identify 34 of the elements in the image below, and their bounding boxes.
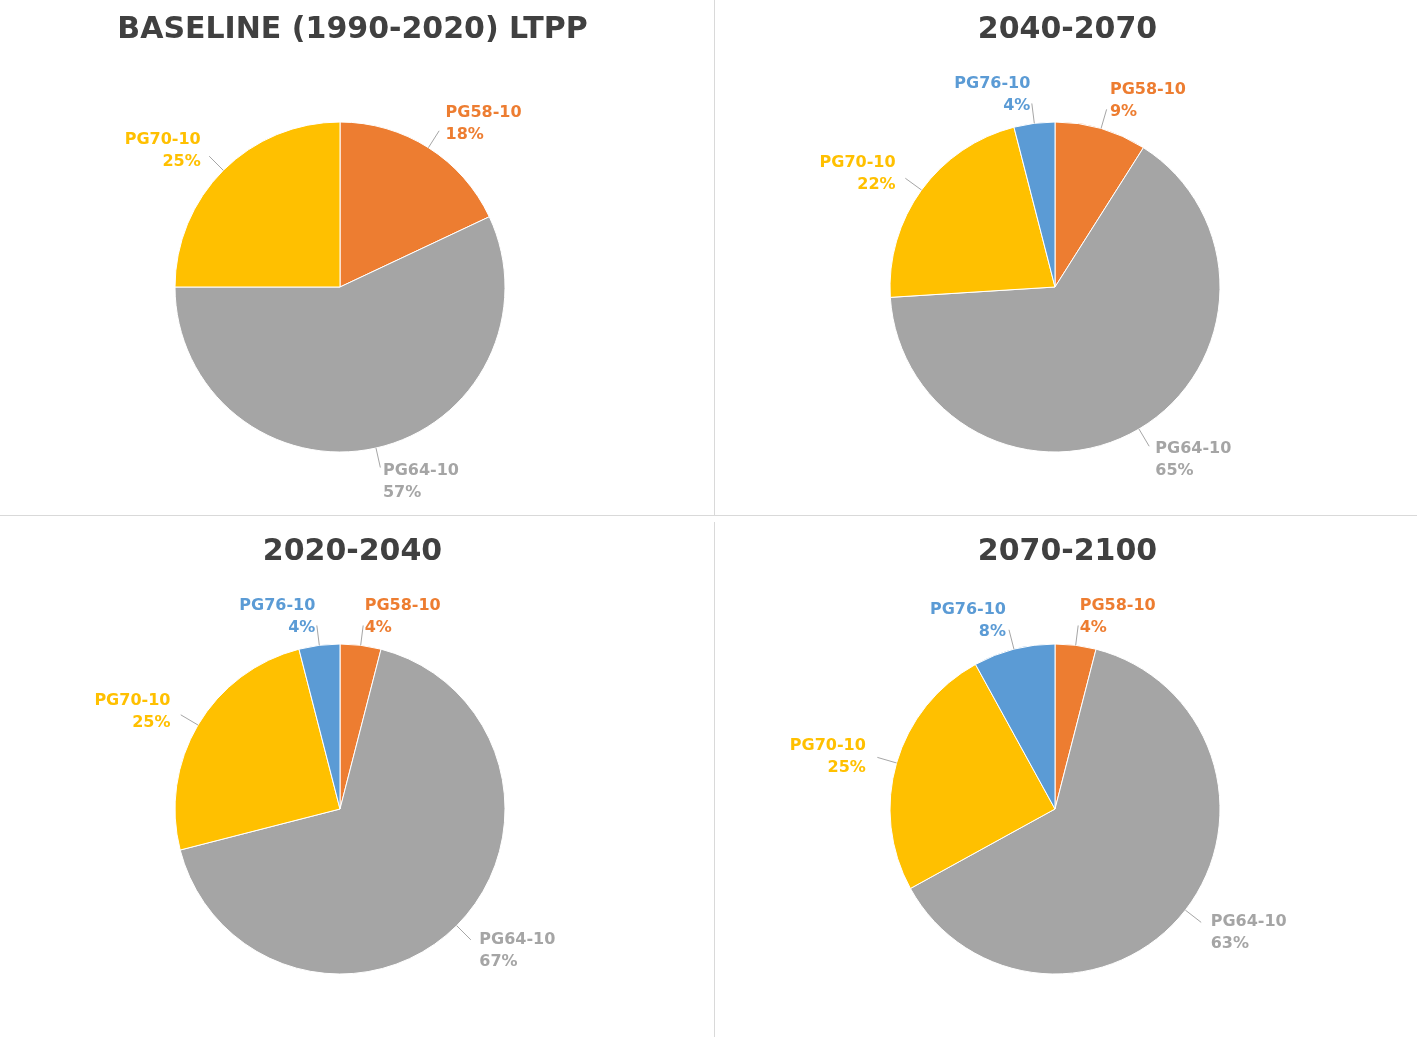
slice-label: PG64-10 [479, 928, 556, 948]
data-label: 63% [1210, 932, 1249, 952]
slice-label: PG70-10 [124, 128, 201, 148]
slice-label: PG64-10 [1210, 910, 1287, 930]
slice-label: PG76-10 [929, 598, 1007, 618]
data-label: 4% [1003, 94, 1031, 114]
data-label: 57% [382, 482, 422, 502]
chart-title: BASELINE (1990-2020) LTPP [116, 10, 589, 45]
slice-label: PG58-10 [1079, 594, 1156, 614]
data-label: 4% [288, 616, 316, 636]
slice-label: PG70-10 [819, 152, 896, 172]
slice-label: PG64-10 [382, 460, 460, 480]
data-label: 9% [1109, 100, 1138, 120]
data-label: 25% [132, 711, 171, 731]
slice-label: PG64-10 [1155, 437, 1232, 457]
data-label: 22% [857, 174, 896, 194]
chart-title: 2070-2100 [976, 531, 1159, 567]
chart-title: 2040-2070 [976, 10, 1159, 45]
slice-label: PG76-10 [239, 594, 316, 614]
data-label: 4% [1079, 616, 1107, 636]
slice-label: PG70-10 [789, 734, 866, 754]
slice-label: PG76-10 [954, 72, 1031, 92]
data-label: 25% [827, 756, 866, 776]
data-label: 65% [1155, 459, 1194, 479]
data-label: 67% [479, 950, 518, 970]
slice-label: PG58-10 [364, 594, 441, 614]
data-label: 4% [364, 616, 392, 636]
slice-label: PG58-10 [445, 101, 522, 121]
data-label: 25% [162, 150, 201, 170]
data-label: 18% [445, 123, 484, 143]
slice-label: PG58-10 [1109, 78, 1186, 98]
slice-label: PG70-10 [94, 689, 171, 709]
data-label: 8% [978, 620, 1007, 640]
chart-title: 2020-2040 [261, 531, 444, 567]
